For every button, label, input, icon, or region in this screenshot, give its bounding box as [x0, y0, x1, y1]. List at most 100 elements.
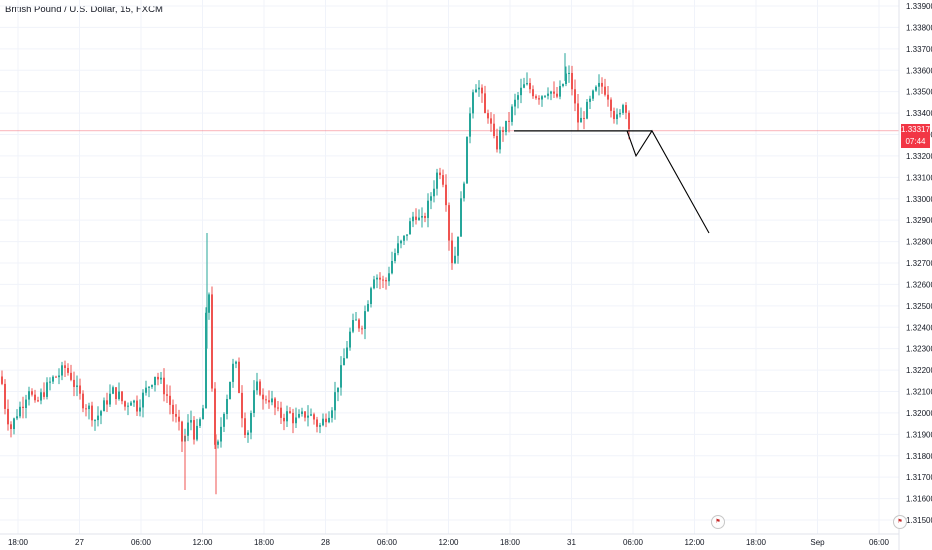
candle	[103, 397, 105, 412]
candle-body	[358, 319, 360, 329]
candle	[319, 422, 321, 434]
candle-body	[478, 87, 480, 90]
candle	[475, 84, 477, 93]
candle	[274, 397, 276, 416]
candle-body	[532, 89, 534, 97]
candle	[331, 407, 333, 423]
candle	[493, 114, 495, 139]
candle	[397, 235, 399, 256]
time-tick-label: 12:00	[684, 538, 705, 547]
candle	[19, 401, 21, 419]
candle	[115, 387, 117, 405]
candle	[37, 396, 39, 403]
us-flag-icon: ⚑	[897, 519, 903, 525]
economic-event-icon[interactable]: ⚑ 2	[711, 515, 725, 529]
candle-body	[109, 393, 111, 405]
candle-body	[523, 84, 525, 88]
candle-body	[406, 234, 408, 236]
candle-body	[484, 93, 486, 114]
candle	[361, 325, 363, 335]
candle	[619, 109, 621, 118]
time-tick-label: 06:00	[623, 538, 644, 547]
candle-body	[334, 392, 336, 411]
candle	[217, 439, 219, 449]
candle-body	[553, 91, 555, 94]
price-tick-label: 1.33900	[906, 2, 932, 11]
economic-event-icon[interactable]: ⚑	[893, 515, 907, 529]
candle	[196, 418, 198, 442]
candle	[394, 248, 396, 264]
candle	[478, 80, 480, 97]
candle	[445, 174, 447, 212]
price-tick-label: 1.33100	[906, 173, 932, 182]
candle-body	[199, 419, 201, 426]
candle-body	[571, 72, 573, 90]
candle	[502, 126, 504, 142]
price-axis[interactable]: 1.33900 1.33800 1.33700 1.33600 1.33500 1.334…	[906, 2, 932, 525]
candle-body	[211, 294, 213, 389]
candle	[67, 363, 69, 376]
candles-layer	[1, 53, 630, 495]
candle	[229, 381, 231, 400]
candle	[403, 235, 405, 246]
candle-body	[547, 93, 549, 96]
candle	[349, 327, 351, 351]
candle	[364, 305, 366, 340]
candle-body	[268, 400, 270, 403]
candle-body	[247, 432, 249, 436]
candle	[220, 417, 222, 448]
candle	[262, 388, 264, 410]
candle-body	[295, 417, 297, 424]
candle	[622, 103, 624, 115]
price-tick-label: 1.31900	[906, 430, 932, 439]
candle-body	[355, 319, 357, 321]
candle-body	[313, 414, 315, 420]
candle	[97, 406, 99, 427]
candle	[154, 376, 156, 392]
candle-body	[439, 172, 441, 176]
candle	[544, 95, 546, 98]
candle-body	[241, 392, 243, 419]
candle-body	[319, 425, 321, 427]
price-tick-label: 1.33600	[906, 66, 932, 75]
candle-body	[511, 106, 513, 122]
time-tick-label: 12:00	[192, 538, 213, 547]
candle	[214, 382, 216, 450]
candle-body	[283, 417, 285, 422]
candle	[469, 107, 471, 144]
candle	[388, 266, 390, 286]
candle	[592, 89, 594, 101]
candle	[400, 239, 402, 249]
candle	[190, 410, 192, 431]
candle	[199, 417, 201, 429]
candle	[235, 360, 237, 369]
candle-body	[472, 92, 474, 114]
candle	[454, 246, 456, 265]
candle	[448, 202, 450, 251]
candle	[328, 411, 330, 424]
candle-body	[562, 84, 564, 87]
time-tick-label: 18:00	[746, 538, 767, 547]
candle-body	[85, 408, 87, 410]
candle-body	[364, 311, 366, 330]
time-axis[interactable]: 18:00 27 06:00 12:00 18:00 28 06:00 12:00 18:00 3…	[8, 538, 890, 547]
candle-body	[565, 73, 567, 85]
candle-body	[592, 90, 594, 99]
candle	[466, 136, 468, 184]
candle-body	[103, 400, 105, 412]
candle-body	[517, 95, 519, 100]
candle	[139, 399, 141, 417]
candle	[130, 400, 132, 406]
candle	[322, 413, 324, 427]
candle-body	[10, 424, 12, 430]
candle-body	[151, 385, 153, 387]
candle	[31, 388, 33, 397]
candle	[505, 120, 507, 136]
candle-body	[58, 375, 60, 378]
projection-path	[626, 129, 710, 234]
candle	[439, 167, 441, 180]
candle-body	[7, 408, 9, 425]
candle	[181, 420, 183, 452]
candle-body	[499, 130, 501, 150]
